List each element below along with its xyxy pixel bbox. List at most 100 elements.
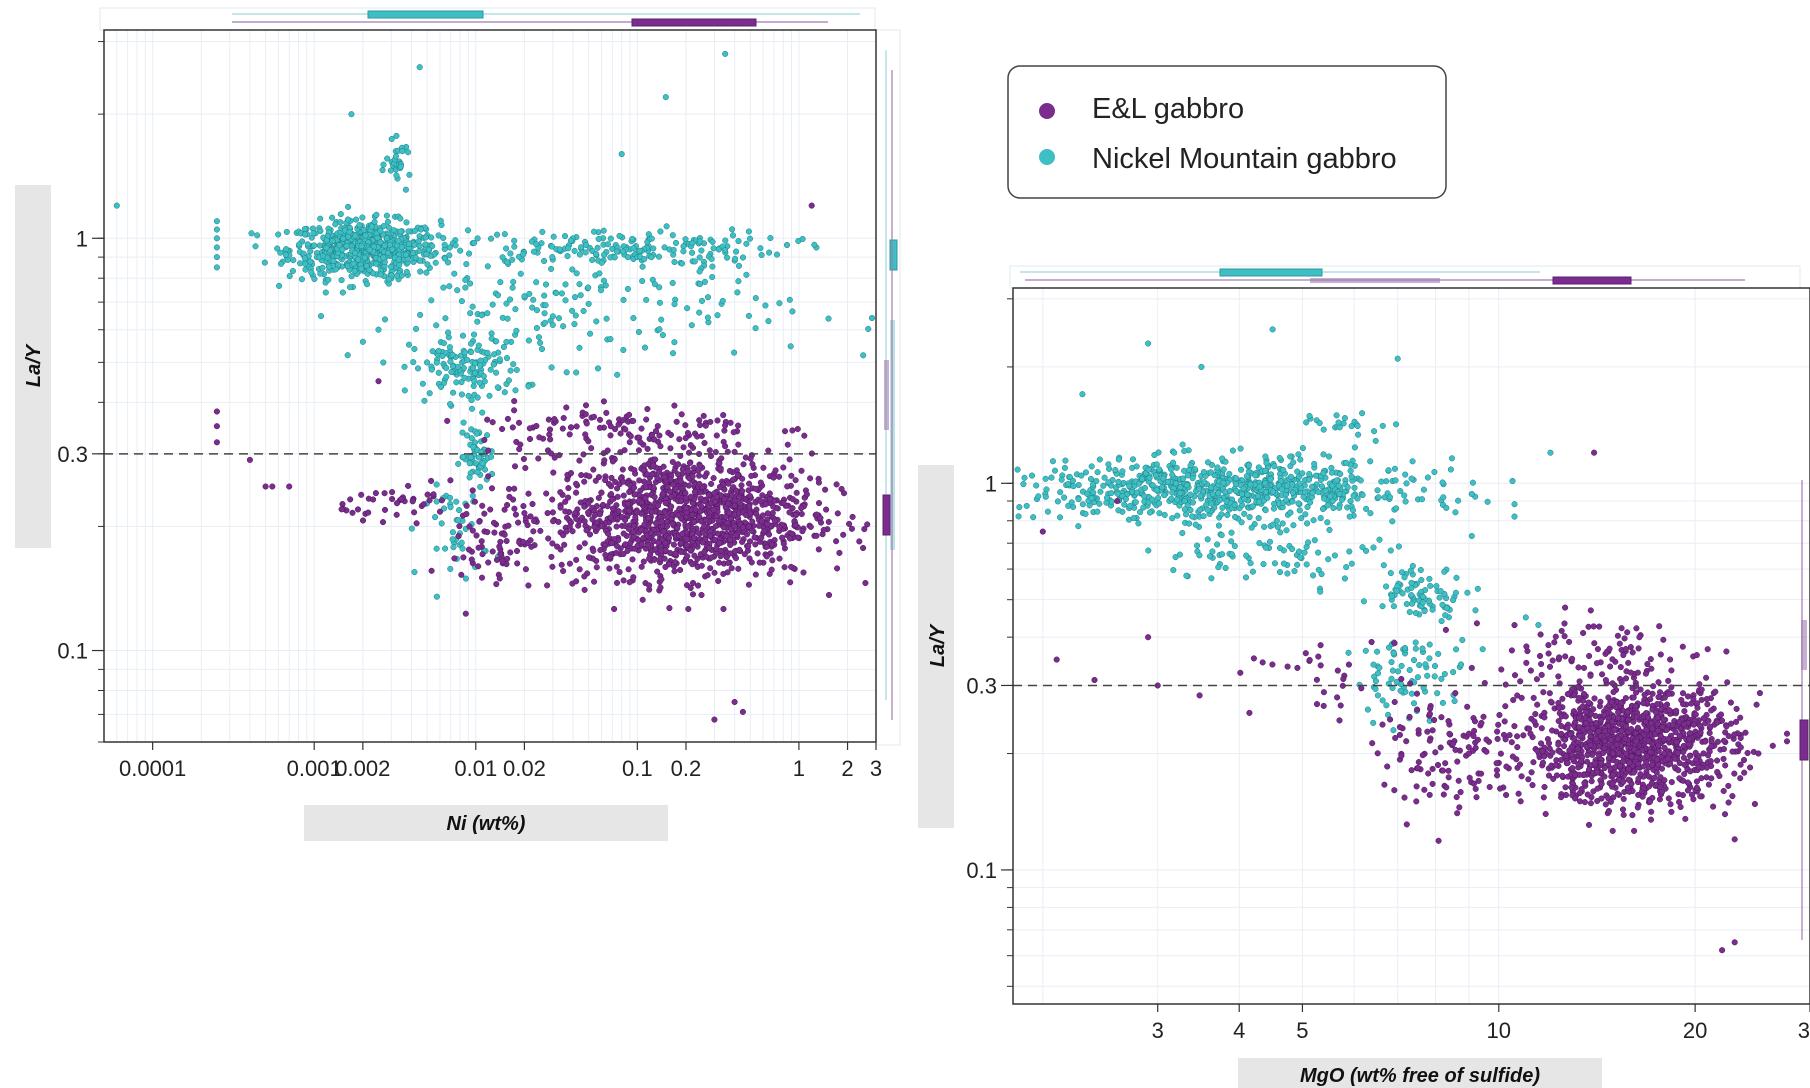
right-point-nm bbox=[1317, 588, 1324, 595]
left-point-el bbox=[505, 485, 513, 492]
left-point-el bbox=[338, 506, 345, 513]
left-point-nm bbox=[317, 270, 324, 277]
left-point-nm bbox=[462, 284, 469, 291]
left-point-el bbox=[557, 504, 564, 511]
left-point-nm bbox=[361, 254, 368, 261]
left-point-nm bbox=[698, 247, 705, 254]
right-point-nm bbox=[1276, 569, 1284, 576]
left-point-el bbox=[609, 458, 616, 465]
left-point-nm bbox=[441, 241, 448, 248]
right-point-el bbox=[1668, 808, 1675, 815]
left-point-el bbox=[505, 522, 512, 529]
right-top-boxplot-strip bbox=[1009, 265, 1801, 289]
right-point-nm bbox=[1187, 507, 1194, 514]
left-point-nm bbox=[525, 337, 532, 344]
right-point-nm bbox=[1021, 474, 1028, 481]
right-point-nm bbox=[1238, 491, 1246, 498]
left-point-el bbox=[624, 547, 631, 554]
right-point-nm bbox=[1364, 706, 1371, 713]
left-point-el bbox=[398, 496, 405, 503]
right-point-nm bbox=[1277, 529, 1284, 536]
left-point-nm bbox=[507, 296, 514, 303]
right-point-nm bbox=[1088, 463, 1095, 470]
left-point-el bbox=[634, 509, 641, 516]
left-point-nm bbox=[594, 244, 601, 251]
left-point-nm bbox=[745, 312, 752, 319]
right-point-nm bbox=[1245, 462, 1252, 469]
right-point-nm bbox=[1216, 497, 1223, 504]
right-point-nm bbox=[1174, 512, 1181, 519]
right-point-nm bbox=[1305, 476, 1313, 483]
right-point-nm bbox=[1218, 511, 1225, 518]
right-point-nm bbox=[1219, 455, 1226, 462]
left-point-el bbox=[565, 494, 572, 501]
left-point-el bbox=[640, 467, 647, 474]
right-point-nm bbox=[1145, 547, 1152, 554]
right-point-nm bbox=[1452, 589, 1459, 596]
left-point-el bbox=[820, 526, 827, 534]
right-point-el bbox=[1511, 723, 1518, 730]
right-point-nm bbox=[1260, 561, 1267, 568]
right-point-nm bbox=[1173, 464, 1180, 471]
right-point-nm bbox=[1345, 649, 1352, 656]
right-point-nm bbox=[1141, 493, 1148, 500]
right-point-nm bbox=[1426, 641, 1433, 648]
left-point-el bbox=[637, 439, 644, 446]
right-point-nm bbox=[1287, 509, 1294, 516]
left-point-el bbox=[673, 418, 680, 425]
right-point-nm bbox=[1333, 412, 1340, 419]
left-point-el bbox=[661, 555, 668, 562]
left-point-nm bbox=[507, 250, 514, 257]
left-point-el bbox=[543, 490, 550, 497]
left-point-nm bbox=[639, 277, 646, 285]
right-point-nm bbox=[1457, 661, 1465, 668]
left-point-nm bbox=[337, 211, 344, 218]
left-point-el bbox=[788, 563, 795, 570]
right-point-nm bbox=[1420, 486, 1427, 493]
left-point-el bbox=[664, 483, 671, 490]
right-point-nm bbox=[1176, 551, 1183, 558]
right-point-nm bbox=[1372, 678, 1379, 685]
left-point-el bbox=[269, 483, 276, 490]
left-point-el bbox=[493, 581, 500, 588]
right-point-nm bbox=[1284, 482, 1291, 489]
left-point-nm bbox=[467, 310, 474, 317]
left-point-el bbox=[375, 378, 382, 385]
right-point-el bbox=[1717, 711, 1725, 718]
right-point-nm bbox=[1044, 508, 1051, 515]
left-point-nm bbox=[620, 296, 627, 303]
left-point-el bbox=[537, 527, 544, 534]
right-point-nm bbox=[1140, 504, 1147, 511]
right-point-nm bbox=[1359, 544, 1366, 551]
left-point-el bbox=[748, 472, 755, 479]
right-point-nm bbox=[1172, 480, 1179, 487]
right-point-nm bbox=[1146, 474, 1153, 482]
left-point-nm bbox=[865, 325, 872, 332]
right-point-nm bbox=[1192, 521, 1199, 528]
left-point-nm bbox=[398, 244, 405, 251]
right-point-nm bbox=[1359, 491, 1366, 499]
right-point-nm bbox=[1256, 498, 1263, 505]
left-point-el bbox=[739, 488, 746, 495]
right-point-nm bbox=[1169, 489, 1176, 496]
left-point-el bbox=[424, 491, 431, 498]
right-point-nm bbox=[1388, 593, 1396, 600]
left-point-el bbox=[465, 546, 473, 553]
left-point-nm bbox=[729, 226, 736, 233]
right-point-nm bbox=[1474, 585, 1481, 592]
left-point-el bbox=[521, 510, 528, 517]
left-point-nm bbox=[317, 215, 324, 222]
left-point-el bbox=[722, 422, 729, 429]
left-point-el bbox=[602, 551, 609, 558]
left-point-el bbox=[789, 427, 796, 434]
left-point-el bbox=[624, 500, 631, 507]
left-point-el bbox=[530, 528, 537, 535]
left-point-el bbox=[506, 493, 513, 500]
right-point-nm bbox=[1241, 510, 1248, 517]
left-point-nm bbox=[461, 374, 468, 381]
left-point-el bbox=[769, 557, 776, 564]
left-point-el bbox=[752, 485, 759, 492]
left-point-nm bbox=[471, 378, 478, 385]
left-point-el bbox=[679, 530, 686, 537]
left-point-nm bbox=[433, 481, 440, 488]
